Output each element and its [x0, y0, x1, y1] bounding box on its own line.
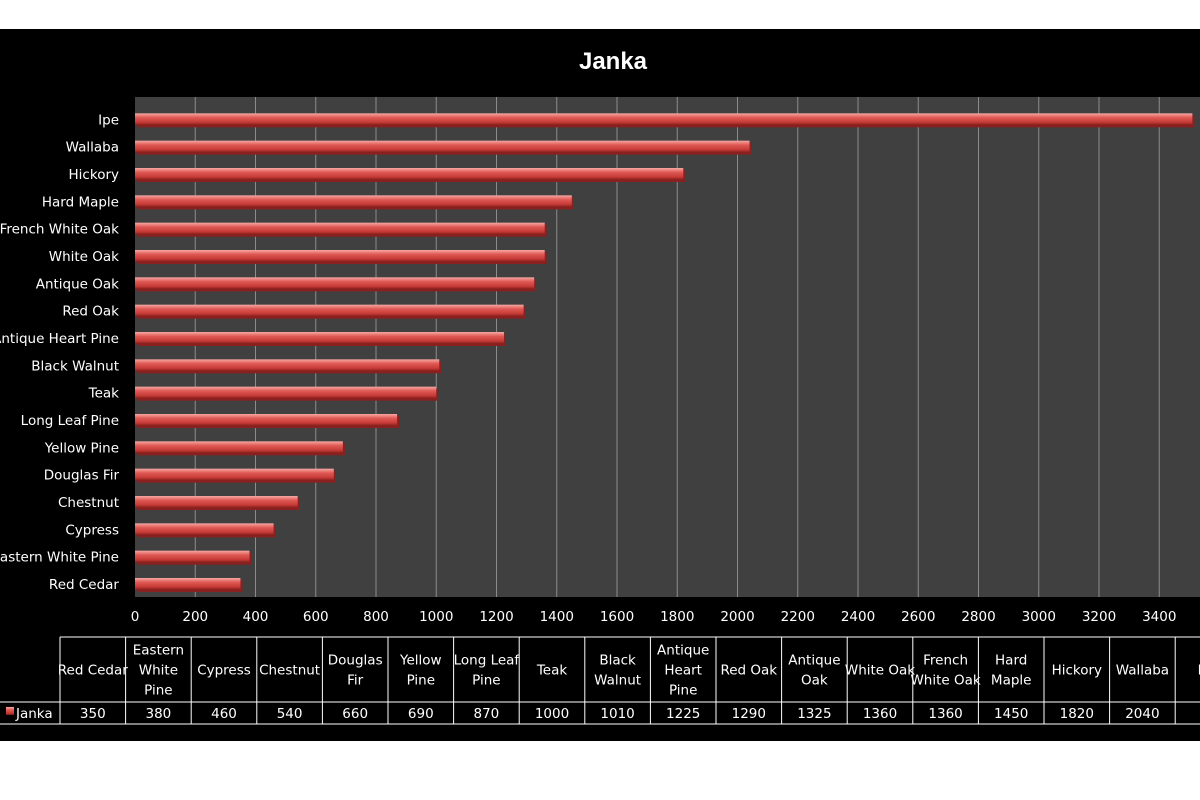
x-tick-label: 1400 [540, 609, 574, 625]
category-label: Black Walnut [31, 358, 119, 374]
table-header-cell: Antique Oak [788, 653, 840, 689]
x-tick-label: 0 [131, 609, 140, 625]
bar [135, 468, 334, 481]
bar [135, 277, 535, 290]
bars [135, 113, 1195, 592]
table-value-cell: 1820 [1060, 706, 1094, 722]
table-header-cell: Red Oak [720, 663, 777, 679]
bar [135, 140, 750, 153]
x-tick-label: 2200 [781, 609, 815, 625]
category-label: Chestnut [58, 495, 119, 511]
table-value-cell: 350 [80, 706, 106, 722]
table-header-cell: Cypress [197, 663, 251, 679]
table-value-cell: 1450 [994, 706, 1028, 722]
table-header-cell: Douglas Fir [328, 653, 383, 689]
category-label: Eastern White Pine [0, 550, 119, 566]
table-header-cell: Ipe [1198, 663, 1200, 679]
table-header-cell: Black Walnut [594, 653, 641, 689]
table-header-cell: Eastern White Pine [133, 643, 184, 699]
x-tick-label: 400 [243, 609, 269, 625]
category-label: Teak [88, 386, 120, 402]
bar [135, 222, 545, 235]
category-label: Antique Heart Pine [0, 331, 119, 347]
table-header-cell: Antique Heart Pine [657, 643, 709, 699]
x-tick-label: 800 [363, 609, 389, 625]
table-value-cell: 1010 [600, 706, 634, 722]
bar [135, 332, 505, 344]
bar [135, 113, 1193, 126]
table-value-cell: 2040 [1125, 706, 1159, 722]
x-tick-label: 3400 [1142, 609, 1176, 625]
x-tick-label: 1200 [479, 609, 513, 625]
bar [135, 414, 398, 426]
table-value-cell: 660 [342, 706, 368, 722]
bar [135, 496, 298, 508]
x-axis-ticks: 0 200 400 600 800 1000 1200 1400 1600 1800 2000 220… [131, 609, 1177, 625]
category-labels: Red Cedar Eastern White Pine Cypress Chestn… [0, 112, 119, 593]
category-label: Douglas Fir [44, 468, 120, 484]
table-header-cell: Yellow Pine [399, 653, 442, 689]
table-value-cell: 1325 [797, 706, 831, 722]
x-tick-label: 2600 [901, 609, 935, 625]
x-tick-label: 2400 [841, 609, 875, 625]
category-label: Wallaba [66, 140, 119, 156]
table-value-cell: 540 [277, 706, 303, 722]
category-label: Red Oak [62, 304, 119, 320]
category-label: Hard Maple [42, 194, 119, 210]
chart-title: Janka [579, 48, 648, 75]
bar [135, 250, 545, 262]
table-header-cell: Teak [536, 663, 568, 679]
bar [135, 195, 572, 208]
table-value-cell: 1360 [928, 706, 962, 722]
category-label: Ipe [98, 112, 119, 128]
category-label: Hickory [69, 167, 119, 183]
x-tick-label: 1800 [660, 609, 694, 625]
table-value-cell: 870 [474, 706, 500, 722]
category-label: Yellow Pine [44, 440, 119, 456]
table-header-cell: Red Cedar [58, 663, 129, 679]
bar [135, 550, 250, 563]
table-value-cell: 1360 [863, 706, 897, 722]
table-header-cell: Hard Maple [991, 653, 1032, 689]
series-label: Janka [15, 706, 53, 722]
category-label: Red Cedar [49, 577, 120, 593]
bar [135, 359, 440, 372]
x-tick-label: 600 [303, 609, 329, 625]
category-label: Cypress [65, 522, 119, 538]
table-header-cell: Hickory [1052, 663, 1102, 679]
table-value-cell: 690 [408, 706, 434, 722]
table-header-cell: Chestnut [259, 663, 320, 679]
table-header-cell: French White Oak [910, 653, 980, 689]
table-value-cell: 1000 [535, 706, 569, 722]
bar [135, 578, 241, 590]
category-label: Long Leaf Pine [21, 413, 119, 429]
legend-key [6, 707, 14, 715]
bar [135, 441, 343, 454]
chart-frame: Janka Red Cedar Eastern White Pine Cypress… [0, 29, 1200, 741]
table-value-cell: 1225 [666, 706, 700, 722]
table-header-cell: Long Leaf Pine [454, 653, 521, 689]
table-value-cell: 1290 [732, 706, 766, 722]
table-value-cell: 460 [211, 706, 237, 722]
x-tick-label: 3000 [1022, 609, 1056, 625]
x-tick-label: 3200 [1082, 609, 1116, 625]
table-value-cell: 380 [146, 706, 172, 722]
x-tick-label: 1000 [419, 609, 453, 625]
category-label: White Oak [49, 249, 119, 265]
x-tick-label: 200 [182, 609, 208, 625]
table-header-cell: Wallaba [1116, 663, 1169, 679]
x-tick-label: 2800 [961, 609, 995, 625]
bar [135, 168, 684, 180]
category-label: Antique Oak [36, 276, 119, 292]
bar [135, 386, 437, 399]
category-label: French White Oak [0, 222, 119, 238]
bar [135, 523, 274, 536]
table-header-cell: White Oak [845, 663, 915, 679]
x-tick-label: 1600 [600, 609, 634, 625]
x-tick-label: 2000 [720, 609, 754, 625]
bar [135, 304, 524, 317]
janka-chart: Janka Red Cedar Eastern White Pine Cypress… [0, 48, 1200, 725]
